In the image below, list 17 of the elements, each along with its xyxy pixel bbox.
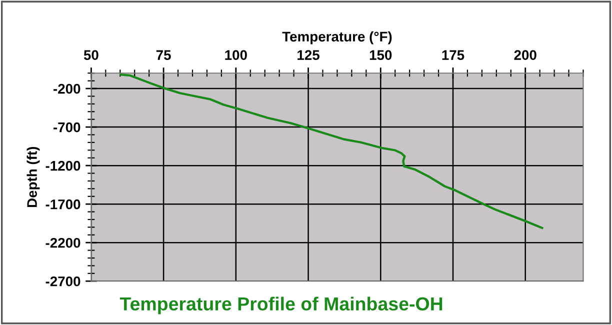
x-tick-label: 75 — [156, 50, 171, 60]
y-tick-label: -1700 — [46, 199, 80, 210]
text: Temperature Profile of Mainbase-OH — [120, 296, 442, 314]
y-tick-label: -1200 — [46, 160, 80, 171]
y-tick-label: -700 — [54, 122, 80, 132]
line-series — [120, 74, 544, 230]
y-tick-label: -200 — [54, 84, 80, 94]
x-tick-label: 100 — [225, 50, 247, 60]
x-tick-label: 150 — [370, 50, 392, 60]
y-axis-title: Depth (ft) — [26, 146, 40, 208]
x-tick-label: 200 — [514, 50, 536, 60]
x-tick-label: 50 — [84, 50, 98, 60]
x-tick-label: 175 — [442, 50, 464, 60]
x-axis-title: Temperature (°F) — [282, 31, 392, 44]
y-tick-label: -2700 — [46, 276, 80, 286]
x-tick-label: 125 — [298, 50, 320, 60]
y-tick-label: -2200 — [46, 238, 80, 248]
